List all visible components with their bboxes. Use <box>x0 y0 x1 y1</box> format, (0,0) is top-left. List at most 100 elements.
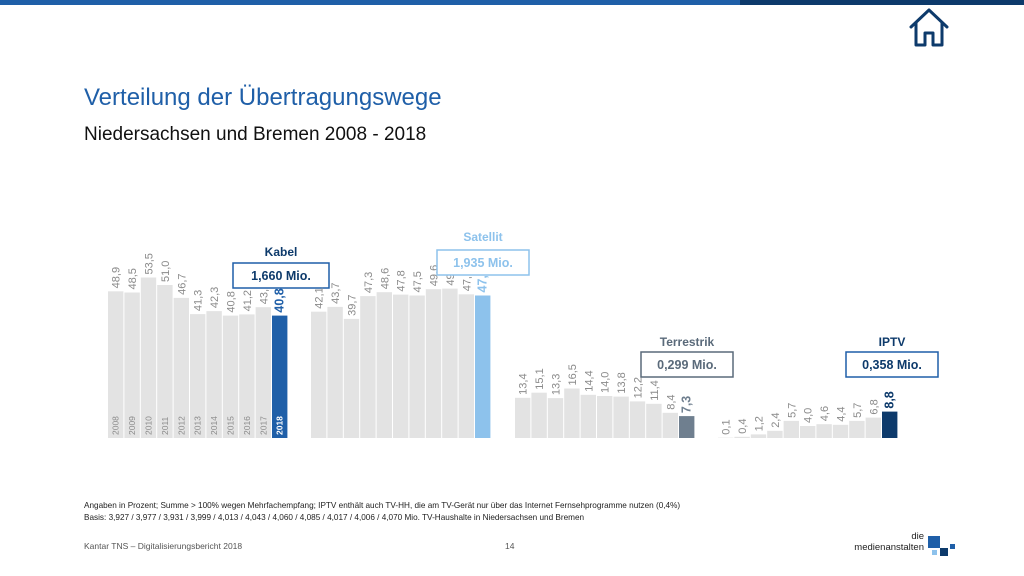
value-label-kabel-2012: 46,7 <box>176 273 188 294</box>
value-label-terrestrik-2015: 12,2 <box>633 377 645 398</box>
bar-kabel-2016 <box>239 314 255 438</box>
value-label-iptv-2015: 4,4 <box>836 407 848 422</box>
bar-satellit-2012 <box>376 292 392 438</box>
logo-line-1: die <box>911 531 924 542</box>
value-label-kabel-2009: 48,5 <box>127 268 139 289</box>
value-label-satellit-2009: 43,7 <box>330 282 342 303</box>
note-line-2: Basis: 3,927 / 3,977 / 3,931 / 3,999 / 4… <box>84 513 585 522</box>
value-label-kabel-2008: 48,9 <box>111 267 123 288</box>
series-title-terrestrik: Terrestrik <box>660 335 715 349</box>
year-label-2013: 2013 <box>193 416 203 435</box>
value-label-satellit-2014: 47,5 <box>412 271 424 292</box>
bar-terrestrik-2013 <box>597 396 613 438</box>
year-label-2015: 2015 <box>226 416 236 435</box>
bar-kabel-2013 <box>190 314 206 438</box>
page-number: 14 <box>505 541 515 551</box>
bar-terrestrik-2018 <box>679 416 695 438</box>
year-label-2016: 2016 <box>242 416 252 435</box>
callout-box-terrestrik <box>640 351 734 378</box>
value-label-iptv-2012: 5,7 <box>786 403 798 418</box>
bar-iptv-2016 <box>849 420 865 438</box>
bar-kabel-2012 <box>173 297 189 438</box>
value-label-kabel-2015: 40,8 <box>226 291 238 312</box>
value-label-terrestrik-2017: 8,4 <box>665 395 677 410</box>
year-label-2011: 2011 <box>160 416 170 435</box>
value-label-kabel-2018: 40,8 <box>273 288 287 312</box>
value-label-iptv-2016: 5,7 <box>852 403 864 418</box>
value-label-terrestrik-2013: 14,0 <box>600 372 612 393</box>
value-label-terrestrik-2016: 11,4 <box>649 380 661 401</box>
bar-iptv-2012 <box>783 420 799 438</box>
value-label-terrestrik-2012: 14,4 <box>583 370 595 391</box>
bar-kabel-2018 <box>272 315 288 438</box>
value-label-iptv-2017: 6,8 <box>868 399 880 414</box>
value-label-kabel-2013: 41,3 <box>193 290 205 311</box>
bar-kabel-2014 <box>206 311 222 438</box>
value-label-iptv-2014: 4,6 <box>819 406 831 421</box>
year-label-2010: 2010 <box>144 416 154 435</box>
bar-kabel-2009 <box>124 292 140 438</box>
series-title-satellit: Satellit <box>463 230 502 244</box>
note-line-1: Angaben in Prozent; Summe > 100% wegen M… <box>84 501 681 510</box>
chart-notes: Angaben in Prozent; Summe > 100% wegen M… <box>84 500 680 524</box>
value-label-satellit-2013: 47,8 <box>396 270 408 291</box>
logo-line-2: medienanstalten <box>854 542 924 553</box>
bar-terrestrik-2015 <box>629 401 646 438</box>
bar-satellit-2016 <box>442 288 458 438</box>
value-label-terrestrik-2009: 15,1 <box>534 368 546 389</box>
top-accent-bar-dark <box>740 0 1024 5</box>
bar-satellit-2018 <box>475 295 491 438</box>
series-title-kabel: Kabel <box>265 245 298 259</box>
callout-box-kabel <box>232 262 330 289</box>
bar-iptv-2015 <box>832 424 849 438</box>
series-title-iptv: IPTV <box>879 335 906 349</box>
bar-terrestrik-2012 <box>580 394 596 438</box>
value-label-satellit-2010: 39,7 <box>347 294 359 315</box>
bar-satellit-2014 <box>409 295 425 438</box>
year-label-2017: 2017 <box>258 416 268 435</box>
bar-kabel-2017 <box>255 307 271 438</box>
value-label-kabel-2014: 42,3 <box>209 287 221 308</box>
callout-value-satellit: 1,935 Mio. <box>453 256 513 270</box>
bar-terrestrik-2009 <box>531 392 547 438</box>
value-label-satellit-2008: 42,1 <box>314 287 326 308</box>
bar-terrestrik-2010 <box>547 398 564 438</box>
home-icon[interactable] <box>906 4 952 50</box>
bar-terrestrik-2011 <box>564 388 580 438</box>
bar-satellit-2009 <box>327 306 343 438</box>
callout-box-iptv <box>845 351 939 378</box>
bar-terrestrik-2008 <box>515 397 531 438</box>
bar-kabel-2011 <box>157 285 173 438</box>
bar-iptv-2017 <box>865 417 881 438</box>
callout-value-kabel: 1,660 Mio. <box>251 269 311 283</box>
bar-terrestrik-2016 <box>646 403 662 438</box>
callout-value-terrestrik: 0,299 Mio. <box>657 358 717 372</box>
value-label-kabel-2010: 53,5 <box>144 253 156 274</box>
bar-kabel-2010 <box>140 277 157 438</box>
bar-satellit-2015 <box>425 289 442 438</box>
footer-source: Kantar TNS – Digitalisierungsbericht 201… <box>84 541 243 551</box>
logo-text: die medienanstalten <box>830 531 924 553</box>
bar-satellit-2011 <box>360 296 376 438</box>
bar-iptv-2009 <box>734 436 750 438</box>
bar-kabel-2015 <box>222 315 239 438</box>
value-label-terrestrik-2018: 7,3 <box>680 396 694 413</box>
value-label-terrestrik-2010: 13,3 <box>551 374 563 395</box>
year-label-2014: 2014 <box>209 416 219 435</box>
value-label-iptv-2010: 1,2 <box>754 416 766 431</box>
callout-box-satellit <box>436 249 530 276</box>
value-label-iptv-2011: 2,4 <box>770 413 782 428</box>
value-label-terrestrik-2011: 16,5 <box>567 364 579 385</box>
bar-kabel-2008 <box>108 291 124 438</box>
year-label-2008: 2008 <box>111 416 121 435</box>
bar-terrestrik-2017 <box>662 412 678 438</box>
bar-satellit-2010 <box>343 318 360 438</box>
value-label-iptv-2018: 8,8 <box>883 391 897 408</box>
bar-satellit-2017 <box>458 294 474 438</box>
bar-terrestrik-2014 <box>613 396 629 438</box>
value-label-satellit-2012: 48,6 <box>379 268 391 289</box>
bar-iptv-2014 <box>816 424 832 438</box>
bar-satellit-2013 <box>393 294 409 438</box>
year-label-2018: 2018 <box>275 416 285 435</box>
